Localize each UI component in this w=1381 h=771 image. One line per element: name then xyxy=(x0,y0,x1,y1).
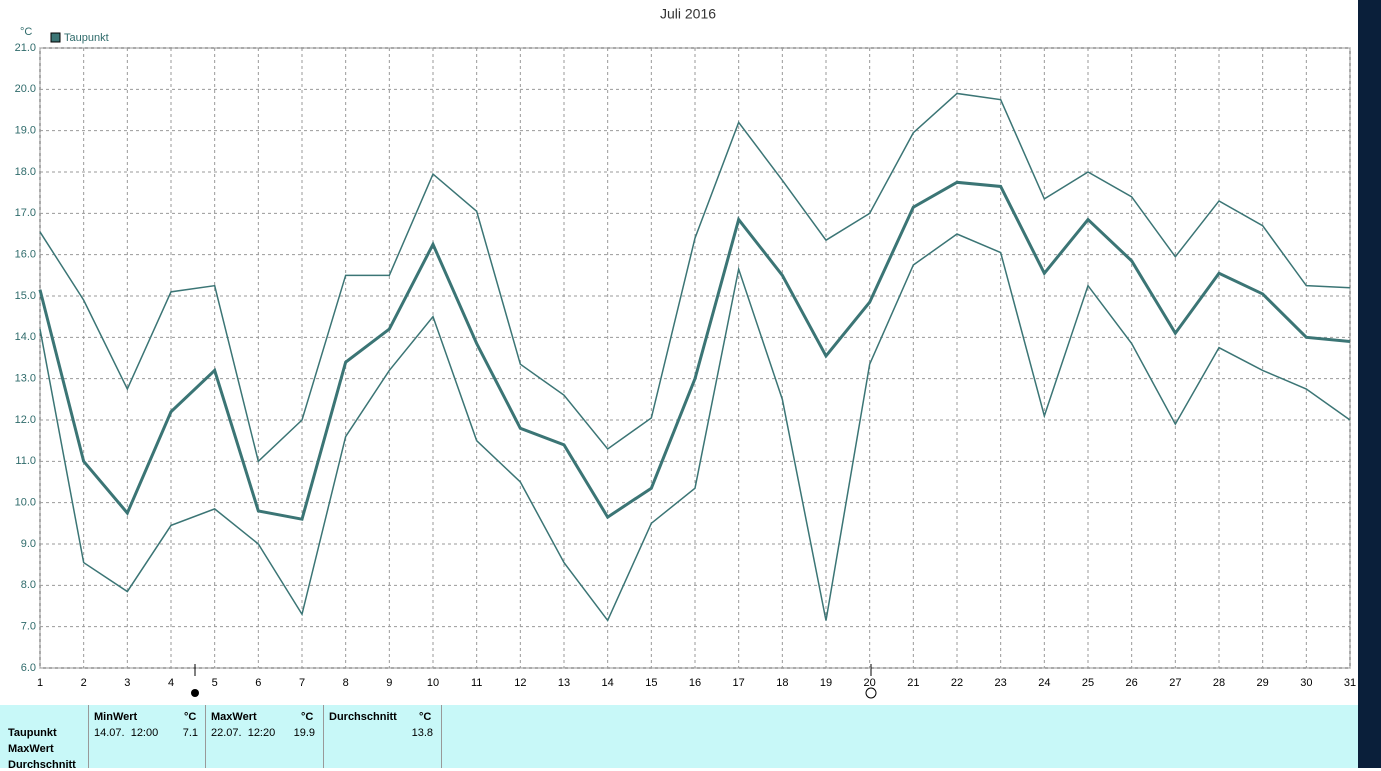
x-tick-label: 3 xyxy=(124,677,130,689)
x-tick-label: 29 xyxy=(1257,677,1269,689)
y-tick-label: 21.0 xyxy=(15,42,36,54)
x-tick-label: 31 xyxy=(1344,677,1356,689)
column-separator xyxy=(205,705,206,768)
y-tick-label: 6.0 xyxy=(21,662,36,674)
window-edge xyxy=(1358,0,1381,768)
y-tick-label: 17.0 xyxy=(15,207,36,219)
x-tick-label: 17 xyxy=(733,677,745,689)
y-tick-label: 16.0 xyxy=(15,249,36,261)
x-tick-label: 25 xyxy=(1082,677,1094,689)
y-tick-label: 11.0 xyxy=(15,455,36,467)
x-tick-label: 8 xyxy=(343,677,349,689)
column-unit: °C xyxy=(419,711,432,723)
x-tick-label: 9 xyxy=(386,677,392,689)
x-tick-label: 5 xyxy=(212,677,218,689)
y-unit: °C xyxy=(20,26,32,38)
legend-label: Taupunkt xyxy=(64,32,109,44)
y-tick-label: 10.0 xyxy=(15,497,36,509)
x-tick-label: 20 xyxy=(864,677,876,689)
column-time: 14.07. 12:00 xyxy=(94,727,159,739)
column-header: MaxWert xyxy=(211,711,257,723)
x-tick-label: 7 xyxy=(299,677,305,689)
data-line xyxy=(39,92,1351,463)
moon-new xyxy=(191,689,199,697)
x-tick-label: 10 xyxy=(427,677,439,689)
y-tick-label: 19.0 xyxy=(15,125,36,137)
x-tick-label: 1 xyxy=(37,677,43,689)
x-tick-label: 15 xyxy=(645,677,657,689)
column-header: Durchschnitt xyxy=(329,711,397,723)
x-tick-label: 2 xyxy=(81,677,87,689)
y-tick-label: 18.0 xyxy=(15,166,36,178)
row-label: Durchschnitt xyxy=(8,759,76,771)
column-header: MinWert xyxy=(94,711,138,723)
x-tick-label: 21 xyxy=(907,677,919,689)
y-tick-label: 12.0 xyxy=(15,414,36,426)
column-separator xyxy=(441,705,442,768)
stats-panel: Taupunkt MaxWert Durchschnitt MinWert °C 14.0… xyxy=(0,705,1358,771)
x-tick-label: 28 xyxy=(1213,677,1225,689)
column-time: 22.07. 12:20 xyxy=(211,727,276,739)
x-tick-label: 11 xyxy=(471,677,482,689)
x-tick-label: 23 xyxy=(995,677,1007,689)
column-separator xyxy=(88,705,89,768)
x-tick-label: 13 xyxy=(558,677,570,689)
chart: Juli 2016 °C 6.0 7.0 8.0 9.0 10.0 11.0 12.0 13.… xyxy=(15,6,1356,699)
row-label: Taupunkt xyxy=(8,727,57,739)
data-line xyxy=(38,180,1351,521)
moon-full xyxy=(865,687,877,699)
column-value: 7.1 xyxy=(182,727,198,739)
column-value: 19.9 xyxy=(293,727,315,739)
row-label: MaxWert xyxy=(8,743,54,755)
x-tick-label: 16 xyxy=(689,677,701,689)
column-value: 13.8 xyxy=(411,727,433,739)
x-tick-label: 4 xyxy=(168,677,174,689)
y-tick-label: 8.0 xyxy=(21,579,36,591)
x-tick-label: 24 xyxy=(1038,677,1050,689)
y-tick-label: 14.0 xyxy=(15,331,36,343)
x-tick-label: 27 xyxy=(1169,677,1181,689)
y-tick-label: 7.0 xyxy=(21,621,36,633)
column-unit: °C xyxy=(184,711,197,723)
x-tick-label: 22 xyxy=(951,677,963,689)
x-tick-label: 18 xyxy=(776,677,788,689)
x-tick-label: 30 xyxy=(1300,677,1312,689)
x-tick-label: 19 xyxy=(820,677,832,689)
y-tick-label: 9.0 xyxy=(21,538,36,550)
y-tick-label: 15.0 xyxy=(15,290,36,302)
x-tick-label: 6 xyxy=(255,677,261,689)
column-separator xyxy=(323,705,324,768)
x-tick-label: 26 xyxy=(1126,677,1138,689)
column-unit: °C xyxy=(301,711,314,723)
legend-swatch xyxy=(50,32,61,43)
y-tick-label: 20.0 xyxy=(15,83,36,95)
data-line xyxy=(39,233,1351,622)
x-tick-label: 12 xyxy=(514,677,526,689)
chart-title: Juli 2016 xyxy=(660,6,716,22)
x-tick-label: 14 xyxy=(602,677,614,689)
y-tick-label: 13.0 xyxy=(15,373,36,385)
